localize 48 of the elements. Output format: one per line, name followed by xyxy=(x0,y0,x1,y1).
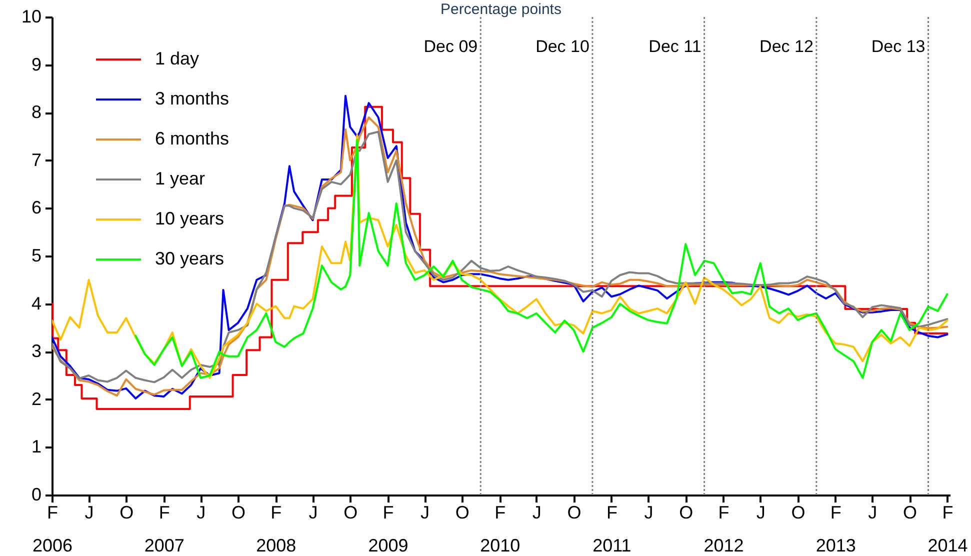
legend-label: 10 years xyxy=(155,208,224,228)
x-tick-label: F 2011 xyxy=(592,502,632,556)
x-tick-label: J xyxy=(420,502,430,522)
ref-line-label: Dec 10 xyxy=(536,37,590,56)
x-tick-label: F 2013 xyxy=(816,502,856,556)
y-tick-label: 10 xyxy=(21,6,42,26)
x-tick-label: F 2009 xyxy=(368,502,408,556)
y-tick-label: 8 xyxy=(31,102,42,122)
x-tick-label: F 2007 xyxy=(144,502,184,556)
x-tick-label: J xyxy=(196,502,206,522)
y-tick-label: 4 xyxy=(31,293,42,314)
chart-title: Percentage points xyxy=(440,1,562,18)
x-tick-label: J xyxy=(868,502,878,522)
ref-line-label: Dec 13 xyxy=(871,37,926,56)
y-tick-label: 9 xyxy=(31,54,42,74)
y-tick-label: 0 xyxy=(31,484,42,504)
y-tick-label: 6 xyxy=(31,198,42,218)
x-tick-label: O xyxy=(231,502,246,522)
ref-line-label: Dec 12 xyxy=(760,37,814,56)
x-tick-label: O xyxy=(567,502,582,522)
ref-line-label: Dec 09 xyxy=(424,37,478,56)
legend-label: 3 months xyxy=(155,88,230,108)
legend-label: 30 years xyxy=(155,248,224,268)
x-tick-label: O xyxy=(679,502,694,522)
y-tick-label: 7 xyxy=(31,150,42,170)
x-tick-label: J xyxy=(84,502,94,522)
x-tick-label: O xyxy=(903,502,918,522)
x-tick-label: J xyxy=(532,502,542,522)
legend-label: 1 year xyxy=(155,168,206,188)
x-tick-label: F 2014 xyxy=(928,502,968,556)
x-tick-label: J xyxy=(644,502,654,522)
x-tick-label: O xyxy=(455,502,470,522)
y-tick-label: 3 xyxy=(31,341,42,362)
x-tick-label: F 2010 xyxy=(480,502,520,556)
x-tick-label: O xyxy=(791,502,806,522)
ref-line-label: Dec 11 xyxy=(648,37,702,56)
legend-label: 6 months xyxy=(155,128,230,148)
y-tick-label: 2 xyxy=(31,388,42,409)
x-tick-label: F 2008 xyxy=(256,502,296,556)
x-tick-label: O xyxy=(344,502,358,522)
x-tick-label: J xyxy=(308,502,318,522)
x-tick-label: J xyxy=(756,502,766,522)
y-tick-label: 1 xyxy=(31,436,42,457)
x-tick-label: F 2012 xyxy=(704,502,744,556)
y-tick-label: 5 xyxy=(31,246,42,266)
legend-label: 1 day xyxy=(155,48,200,68)
x-tick-label: F 2006 xyxy=(32,502,73,556)
x-tick-label: O xyxy=(120,502,134,522)
